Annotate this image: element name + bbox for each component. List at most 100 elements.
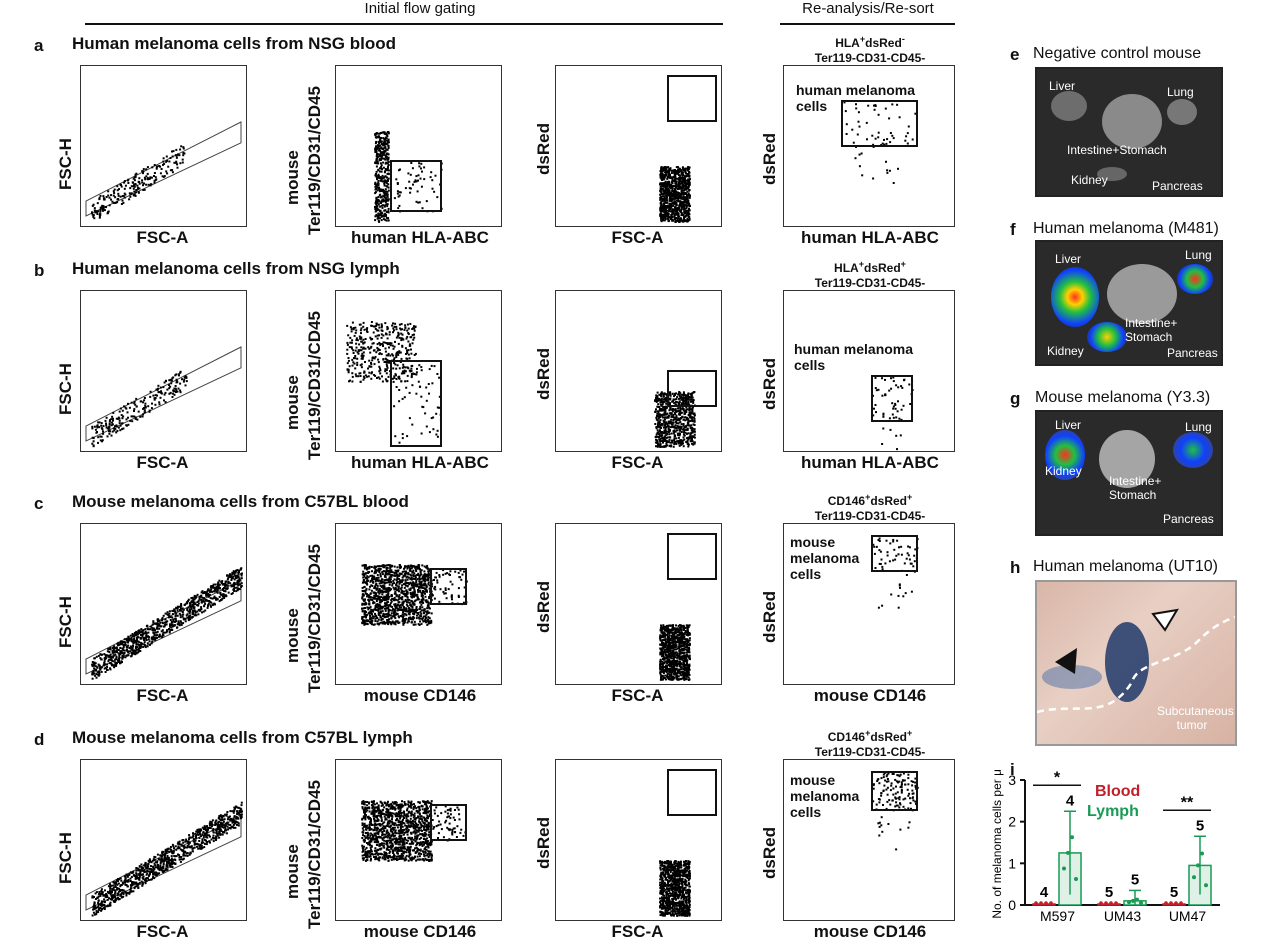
label-lung: Lung — [1185, 420, 1212, 434]
panel-f-title: Human melanoma (M481) — [1033, 220, 1219, 237]
marker-2: dsRed — [870, 730, 908, 744]
marker-2: dsRed — [863, 261, 901, 275]
bar-blood-UM43 — [1097, 903, 1121, 906]
point-lymph — [1135, 897, 1139, 902]
point-lymph — [1196, 863, 1200, 868]
row-b-p3-ylabel: dsRed — [534, 348, 553, 400]
row-b-p2-ylabel-1: mouse — [283, 375, 302, 430]
row-c-p1-xlabel: FSC-A — [136, 686, 189, 705]
gating-header-line-1: CD146+dsRed+ — [780, 726, 960, 745]
point-lymph — [1066, 850, 1070, 855]
row-d-p1-ylabel: FSC-H — [56, 832, 75, 884]
label-pancreas: Pancreas — [1163, 512, 1214, 526]
gating-header-line-2: Ter119-CD31-CD45- — [814, 745, 926, 759]
point-lymph — [1127, 900, 1131, 905]
lineage-scatter — [361, 800, 467, 862]
label-liver: Liver — [1049, 79, 1076, 93]
point-blood — [1164, 901, 1168, 905]
dsred-scatter — [659, 533, 717, 681]
row-d-p1-xlabel: FSC-A — [136, 922, 189, 941]
panel-h-letter: h — [1010, 558, 1021, 577]
panel-g-letter: g — [1010, 389, 1021, 408]
label-kidney: Kidney — [1045, 464, 1082, 478]
point-blood — [1039, 901, 1043, 905]
lineage-scatter — [361, 564, 468, 626]
gate-label: human melanoma cells — [796, 82, 916, 114]
label-kidney: Kidney — [1047, 344, 1084, 358]
row-d-reanalysis-plot: mouse melanoma cells — [783, 759, 955, 921]
row-d-lineage-plot — [335, 759, 502, 921]
row-d-p4-xlabel: mouse CD146 — [813, 922, 927, 941]
point-lymph — [1062, 866, 1066, 871]
panel-e-letter: e — [1010, 45, 1020, 64]
panel-i-letter: i — [1010, 760, 1015, 779]
marker-2-sign: + — [900, 259, 906, 269]
point-lymph — [1131, 898, 1135, 903]
y-tick-label: 3 — [1008, 772, 1016, 788]
gate-label: mouse melanoma cells — [790, 772, 860, 820]
n-label-blood: 4 — [1040, 884, 1049, 901]
y-axis-label: No. of melanoma cells per µl — [990, 770, 1004, 919]
gating-header-line-1: HLA+dsRed- — [780, 32, 960, 51]
label-kidney: Kidney — [1071, 173, 1108, 187]
panel-h-title: Human melanoma (UT10) — [1033, 558, 1218, 575]
row-d-fsc-plot — [80, 759, 247, 921]
label-lung: Lung — [1185, 248, 1212, 262]
melanoma-count-chart: 0 1 2 3 No. of melanoma cells per µl Blood Lym… — [985, 770, 1230, 945]
row-d-title: Mouse melanoma cells from C57BL lymph — [72, 728, 413, 747]
row-d-dsred-plot — [555, 759, 722, 921]
point-blood — [1049, 901, 1053, 905]
marker-1: CD146 — [827, 494, 866, 508]
header-initial-gating: Initial flow gating — [364, 0, 476, 17]
point-blood — [1114, 901, 1118, 905]
label-pancreas: Pancreas — [1167, 346, 1218, 360]
negative-control-image: Liver Lung Intestine+Stomach Kidney Panc… — [1035, 67, 1223, 197]
row-c-letter: c — [34, 494, 44, 513]
row-c-title: Mouse melanoma cells from C57BL blood — [72, 492, 409, 511]
point-blood — [1174, 901, 1178, 905]
marker-1-sign: + — [859, 34, 866, 44]
lineage-scatter — [374, 131, 443, 223]
n-label-lymph: 5 — [1131, 871, 1139, 888]
row-b-fsc-plot — [80, 290, 247, 452]
category-label: UM43 — [1104, 908, 1142, 924]
panel-f-letter: f — [1010, 220, 1016, 239]
y-tick-label: 0 — [1008, 897, 1016, 913]
marker-1: HLA — [835, 36, 860, 50]
tumor-blue-dye — [1105, 622, 1149, 702]
row-b-p4-ylabel: dsRed — [760, 358, 779, 410]
gating-header-line-1: CD146+dsRed+ — [780, 490, 960, 509]
fsc-scatter — [85, 567, 243, 680]
human-ut10-image: Subcutaneous tumor — [1035, 580, 1237, 746]
panel-g-title: Mouse melanoma (Y3.3) — [1035, 389, 1211, 406]
row-a-p2-xlabel: human HLA-ABC — [351, 228, 489, 247]
label-liver: Liver — [1055, 418, 1082, 432]
bar-blood-M597 — [1032, 903, 1056, 906]
point-blood — [1044, 901, 1048, 905]
point-blood — [1169, 901, 1173, 905]
fsc-scatter — [85, 346, 242, 448]
point-blood — [1179, 901, 1183, 905]
n-label-blood: 5 — [1105, 884, 1113, 901]
bar-blood-UM47 — [1162, 903, 1186, 906]
kidney-signal — [1087, 322, 1127, 352]
row-a-lineage-plot — [335, 65, 502, 227]
row-a-p3-xlabel: FSC-A — [611, 228, 664, 247]
marker-2-sign: + — [907, 492, 913, 502]
row-b-p2-ylabel-2: Ter119/CD31/CD45 — [305, 311, 324, 460]
row-b-p3-xlabel: FSC-A — [611, 453, 664, 472]
intestine-organ — [1102, 94, 1162, 149]
y-tick-label: 1 — [1008, 855, 1016, 871]
row-b-reanalysis-plot: human melanoma cells — [783, 290, 955, 452]
row-b-dsred-plot — [555, 290, 722, 452]
n-label-lymph: 5 — [1196, 817, 1204, 834]
label-subcutaneous-tumor: Subcutaneous tumor — [1157, 704, 1234, 732]
row-b-p1-ylabel: FSC-H — [56, 363, 75, 415]
intestine-organ — [1107, 264, 1177, 324]
row-a-dsred-plot — [555, 65, 722, 227]
row-c-p3-ylabel: dsRed — [534, 581, 553, 633]
reanalysis-scatter — [871, 375, 914, 451]
row-c-lineage-plot — [335, 523, 502, 685]
row-d-p2-xlabel: mouse CD146 — [363, 922, 477, 941]
point-blood — [1109, 901, 1113, 905]
